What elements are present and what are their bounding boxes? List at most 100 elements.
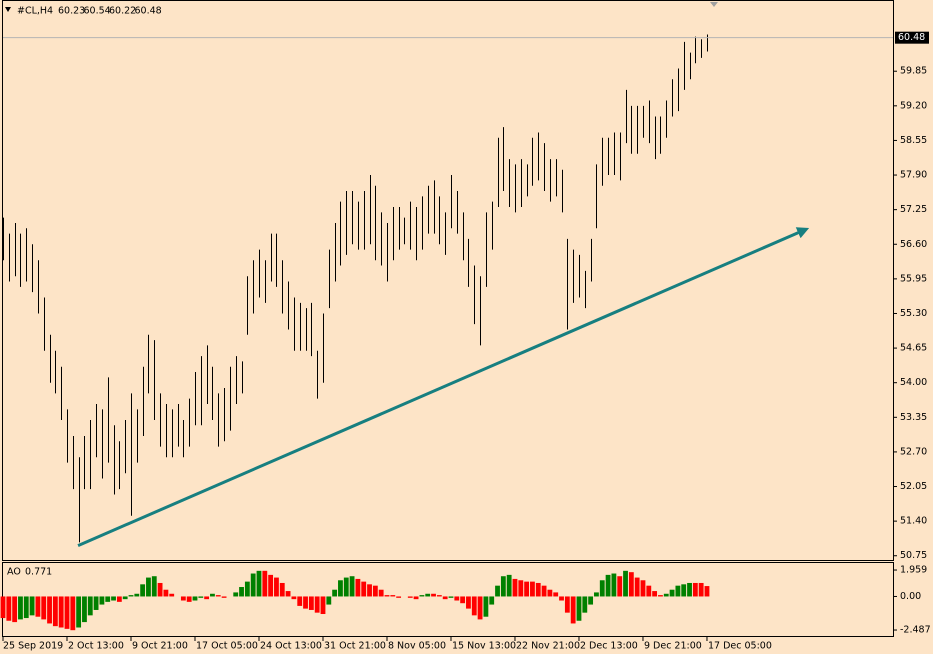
- ao-bar: [588, 596, 594, 605]
- x-tick-label: 24 Oct 13:00: [260, 641, 322, 652]
- ao-bar: [349, 576, 355, 597]
- ao-bar: [285, 591, 291, 597]
- ao-bar: [35, 596, 41, 617]
- ao-bar: [547, 589, 553, 597]
- ao-bar: [250, 573, 256, 597]
- ao-bar: [297, 596, 303, 606]
- ao-bar: [128, 595, 134, 597]
- ao-bar: [698, 582, 704, 597]
- ao-bar: [500, 576, 506, 597]
- y-tick-label: 1.959: [900, 565, 927, 576]
- header-value: 60.23: [58, 6, 85, 17]
- ao-bar: [186, 596, 192, 602]
- ao-bar: [448, 596, 454, 598]
- ao-bar: [658, 595, 663, 597]
- ao-bar: [332, 589, 338, 597]
- x-tick-label: 15 Nov 13:00: [452, 641, 516, 652]
- ao-bar: [326, 596, 332, 605]
- ao-bar: [233, 592, 239, 597]
- ao-bar: [396, 596, 402, 598]
- trendline: [77, 227, 810, 547]
- ao-bar: [308, 596, 314, 610]
- ao-bar: [204, 596, 210, 600]
- main-panel: [2, 0, 894, 561]
- ao-bar: [64, 596, 70, 629]
- ao-bar: [70, 596, 76, 631]
- ao-bar: [506, 574, 512, 597]
- ao-bar: [541, 585, 547, 597]
- x-tick-label: 25 Sep 2019: [3, 641, 63, 652]
- ao-bar: [582, 596, 588, 613]
- ao-bar: [559, 596, 564, 601]
- ao-bar: [314, 596, 320, 613]
- ao-bar: [518, 580, 524, 597]
- ao-bar: [570, 596, 576, 624]
- x-tick-label: 17 Oct 05:00: [196, 641, 258, 652]
- y-tick-label: 0.00: [900, 591, 921, 602]
- ao-bar: [553, 592, 559, 597]
- ao-bar: [180, 596, 186, 601]
- ao-bar: [87, 596, 93, 616]
- ao-bar: [47, 596, 52, 624]
- y-tick-label: 54.65: [900, 343, 927, 354]
- ao-bar: [628, 572, 634, 597]
- ao-bar: [279, 582, 285, 597]
- ao-bar: [18, 596, 23, 620]
- ao-bar: [268, 574, 274, 597]
- y-tick-label: 55.30: [900, 308, 927, 319]
- y-tick-label: 52.70: [900, 446, 927, 457]
- ao-bar: [122, 596, 128, 600]
- ao-bar: [605, 574, 611, 597]
- ao-bar: [704, 586, 710, 597]
- shift-marker: [710, 2, 718, 7]
- ao-bar: [163, 589, 169, 597]
- ao-bar: [687, 582, 692, 597]
- ao-panel: [2, 562, 894, 637]
- y-tick-label: 55.95: [900, 273, 927, 284]
- y-tick-label: -2.487: [900, 625, 931, 636]
- last-price-box: [895, 31, 929, 44]
- ao-bar: [12, 596, 18, 623]
- ao-bar: [425, 593, 431, 597]
- ao-bar: [436, 595, 442, 597]
- ao-bar: [343, 577, 349, 597]
- ao-bar: [146, 577, 151, 597]
- ao-bar: [489, 596, 495, 605]
- y-tick-label: 57.25: [900, 204, 927, 215]
- ao-bar: [320, 596, 326, 615]
- ao-bar: [646, 585, 652, 597]
- ao-bar: [419, 595, 425, 597]
- x-tick-label: 9 Oct 21:00: [132, 641, 188, 652]
- ao-bar: [372, 585, 378, 597]
- ao-bar: [675, 585, 681, 597]
- x-tick-label: 2 Oct 13:00: [68, 641, 124, 652]
- ao-bar: [262, 570, 268, 597]
- x-tick-label: 31 Oct 21:00: [324, 641, 386, 652]
- x-tick-label: 9 Dec 21:00: [644, 641, 702, 652]
- ao-bar: [564, 596, 570, 613]
- ao-bar: [623, 570, 628, 597]
- ao-bar: [52, 596, 58, 627]
- ao-bar: [442, 596, 448, 600]
- x-tick-label: 8 Nov 05:00: [388, 641, 446, 652]
- ao-bar: [338, 580, 343, 597]
- ao-bar: [611, 573, 617, 597]
- ao-bar: [157, 582, 163, 597]
- ao-bar: [105, 596, 111, 602]
- ao-bar: [274, 577, 279, 597]
- y-tick-label: 52.05: [900, 481, 927, 492]
- ao-bar: [76, 596, 82, 628]
- ao-bar: [367, 584, 372, 597]
- ao-bar: [640, 580, 646, 597]
- x-tick-label: 22 Nov 21:00: [516, 641, 580, 652]
- ao-bar: [291, 596, 297, 600]
- ao-bar: [221, 596, 227, 598]
- ao-bar: [471, 596, 477, 616]
- ao-bar: [378, 589, 384, 597]
- y-tick-label: 57.90: [900, 170, 927, 181]
- x-tick-label: 17 Dec 05:00: [708, 641, 772, 652]
- ao-bar: [151, 576, 157, 597]
- ao-bar: [692, 582, 698, 597]
- ao-bar: [617, 576, 623, 597]
- ao-bar: [594, 592, 599, 597]
